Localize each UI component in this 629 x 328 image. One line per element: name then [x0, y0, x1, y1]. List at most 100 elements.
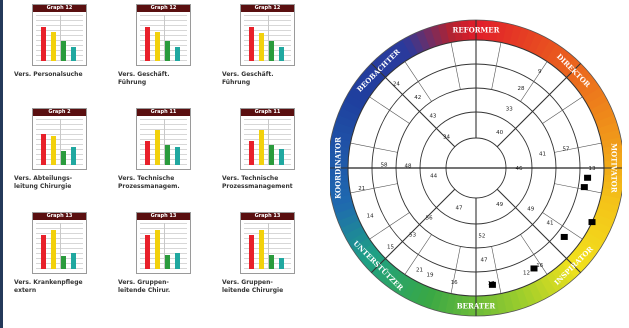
wheel-band-segment [376, 52, 397, 73]
mini-bar-chart: Graph 12 [136, 4, 191, 66]
chart-bar [279, 47, 284, 61]
score-number: 15 [387, 244, 394, 250]
chart-header: Graph 11 [241, 109, 294, 116]
caption-line: Vers. Gruppen- [118, 279, 169, 286]
chart-bar [259, 130, 264, 165]
score-number: 9 [538, 69, 542, 75]
wheel-band-segment [415, 29, 431, 52]
wheel-band-segment [355, 242, 377, 262]
chart-divider [60, 223, 61, 269]
chart-bar [165, 145, 170, 165]
chart-bar [145, 235, 150, 269]
wheel-band-segment [371, 57, 392, 78]
score-number: 49 [496, 202, 503, 208]
score-number: 52 [478, 234, 485, 240]
wheel-band-segment [370, 257, 391, 278]
mini-bar-chart: Graph 2 [32, 108, 87, 170]
caption-line: Führung [222, 79, 251, 86]
wheel-band-segment [502, 23, 516, 45]
wheel-band-segment [508, 289, 522, 312]
wheel-subdivider [554, 183, 602, 194]
marker-square [584, 174, 592, 181]
score-number: 44 [430, 173, 437, 179]
wheel-band-segment [560, 258, 581, 279]
caption-line: Vers. Gruppen- [222, 279, 273, 286]
chart-bar [41, 27, 46, 61]
marker-square [560, 233, 568, 240]
chart-bar [249, 27, 254, 61]
chart-header: Graph 12 [33, 5, 86, 12]
chart-header: Graph 13 [137, 213, 190, 220]
caption-line: leitende Chirurgie [222, 287, 284, 294]
wheel-subdivider [369, 212, 410, 240]
mini-bar-chart: Graph 13 [240, 212, 295, 274]
wheel-band-segment [571, 68, 592, 89]
chart-bar [155, 230, 160, 269]
chart-bar [155, 130, 160, 165]
wheel-band-segment [360, 68, 382, 88]
marker-square [530, 265, 538, 272]
wheel-band-segment [595, 207, 617, 223]
wheel-band-segment [331, 128, 353, 142]
wheel-band-segment [401, 278, 418, 300]
score-number: 13 [589, 166, 596, 172]
chart-bar [165, 41, 170, 61]
score-number: 57 [562, 147, 569, 153]
chart-header: Graph 13 [241, 213, 294, 220]
score-number: 42 [414, 95, 421, 101]
score-number: 21 [358, 186, 365, 192]
role-label: KOORDINATOR [334, 137, 343, 199]
wheel-band-segment [515, 27, 531, 49]
wheel-band-segment [395, 39, 413, 61]
chart-bar [145, 27, 150, 61]
wheel-band-segment [347, 86, 370, 104]
wheel-band-segment [422, 26, 438, 49]
wheel-band-segment [579, 237, 601, 256]
chart-bar [71, 147, 76, 165]
wheel-band-segment [429, 289, 443, 311]
wheel-band-segment [337, 106, 360, 123]
wheel-subdivider [450, 42, 461, 90]
score-number: 16 [536, 263, 543, 269]
chart-bar [61, 256, 66, 269]
score-number: 53 [409, 233, 416, 239]
wheel-subdivider [520, 61, 548, 102]
wheel-band-segment [382, 47, 402, 69]
wheel-band-segment [366, 62, 387, 83]
wheel-band-segment [344, 93, 366, 110]
score-number: 58 [381, 163, 388, 169]
chart-bar [71, 47, 76, 61]
wheel-band-segment [521, 29, 538, 52]
wheel-band-segment [340, 99, 363, 116]
wheel-band-segment [534, 36, 551, 58]
score-number: 46 [516, 166, 523, 172]
wheel-band-segment [330, 159, 349, 168]
wheel-band-segment [460, 20, 471, 41]
score-number: 33 [506, 107, 513, 113]
chart-bar [279, 149, 284, 165]
wheel-band-segment [436, 291, 450, 313]
chart-bar [175, 47, 180, 61]
score-number: 12 [523, 270, 530, 276]
window-edge [0, 0, 3, 328]
score-number: 49 [527, 206, 534, 212]
mini-bar-chart: Graph 11 [240, 108, 295, 170]
chart-bar [249, 235, 254, 269]
wheel-band-segment [583, 87, 605, 105]
wheel-band-segment [556, 52, 576, 74]
caption-line: Vers. Technische [222, 175, 279, 182]
wheel-band-segment [575, 74, 597, 94]
chart-header: Graph 11 [137, 109, 190, 116]
wheel-band-segment [565, 253, 586, 274]
chart-divider [164, 119, 165, 165]
score-number: 41 [547, 221, 554, 227]
wheel-band-segment [545, 43, 564, 65]
wheel-band-segment [603, 152, 622, 163]
chart-caption: Vers. Abteilungs-leitung Chirurgie [14, 175, 112, 191]
caption-line: extern [14, 287, 37, 294]
role-label: REFORMER [453, 26, 500, 35]
mini-bar-chart: Graph 12 [32, 4, 87, 66]
wheel-band-segment [590, 100, 612, 117]
chart-divider [60, 119, 61, 165]
role-label: MOTIVATOR [610, 143, 619, 193]
